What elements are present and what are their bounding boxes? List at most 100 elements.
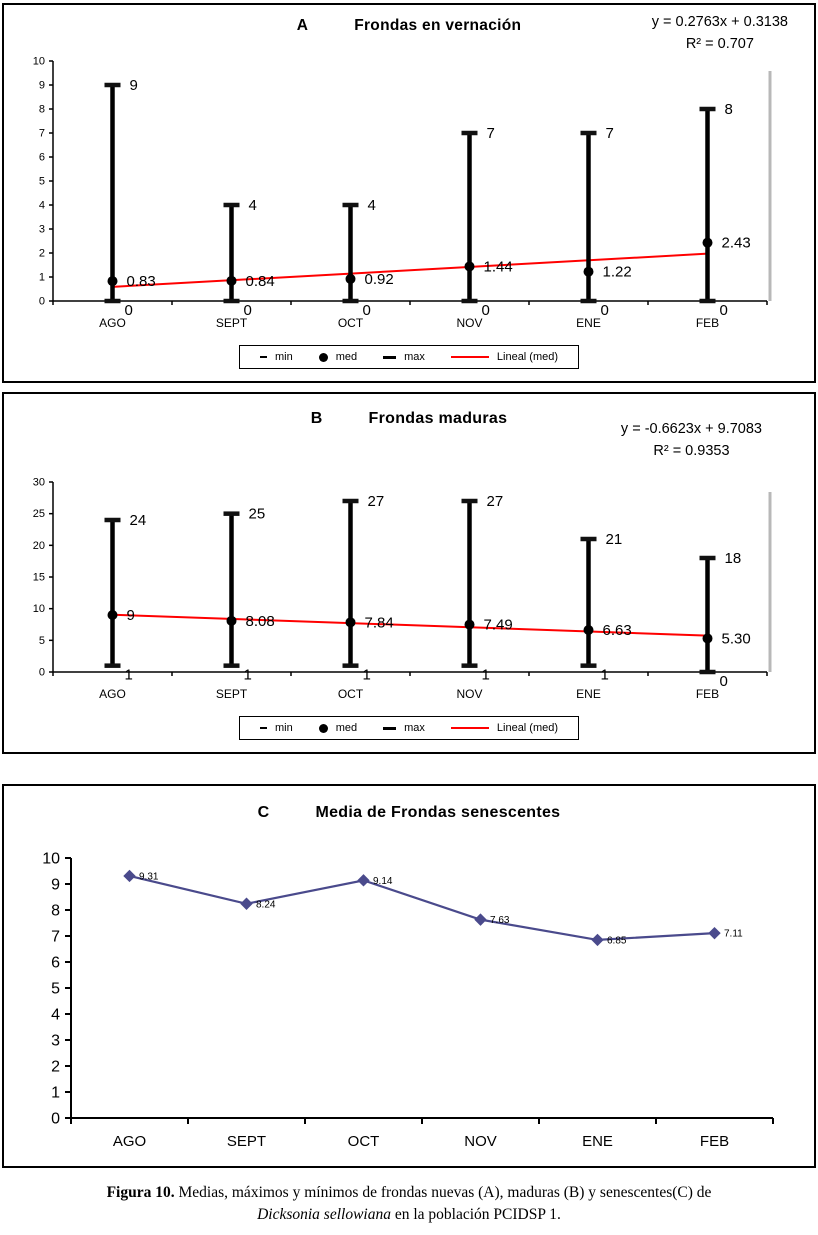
- svg-text:5: 5: [39, 635, 45, 647]
- legend-item-med-symbol: [318, 723, 328, 733]
- legend-item-max: max: [383, 351, 425, 363]
- legend-item-max: max: [383, 722, 425, 734]
- svg-text:5: 5: [39, 176, 45, 188]
- legend-item-max-label: max: [404, 722, 425, 734]
- chart-c-title: Media de Frondas senescentes: [315, 804, 561, 821]
- svg-text:30: 30: [33, 477, 45, 489]
- svg-text:4: 4: [51, 1007, 60, 1024]
- legend-item-med-symbol: [318, 352, 328, 362]
- svg-text:SEPT: SEPT: [216, 316, 248, 330]
- chart-a-trend-equation: y = 0.2763x + 0.3138: [651, 14, 788, 30]
- svg-text:15: 15: [33, 572, 45, 584]
- svg-text:0.83: 0.83: [127, 273, 156, 290]
- legend-item-med: med: [318, 722, 358, 734]
- svg-text:NOV: NOV: [456, 316, 482, 330]
- chart-panel-b: B Frondas maduras y = -0.6623x + 9.7083 R…: [2, 392, 816, 754]
- legend-item-min: min: [259, 351, 293, 363]
- svg-text:0: 0: [720, 302, 728, 319]
- chart-b-title: Frondas maduras: [368, 410, 508, 427]
- svg-text:1: 1: [39, 272, 45, 284]
- svg-text:1: 1: [363, 667, 371, 684]
- svg-text:NOV: NOV: [464, 1133, 497, 1150]
- chart-a-heading: A Frondas en vernación: [4, 17, 814, 35]
- svg-text:5: 5: [51, 981, 60, 998]
- legend-item-max-label: max: [404, 351, 425, 363]
- chart-a-header: A Frondas en vernación y = 0.2763x + 0.31…: [4, 5, 814, 53]
- svg-text:AGO: AGO: [99, 687, 126, 701]
- svg-text:1.22: 1.22: [603, 264, 632, 281]
- svg-text:1: 1: [244, 667, 252, 684]
- svg-text:0: 0: [125, 302, 133, 319]
- chart-b-trend-equation: y = -0.6623x + 9.7083: [620, 421, 762, 437]
- svg-text:1: 1: [601, 667, 609, 684]
- chart-b-legend-box: min med max Lineal (med): [238, 716, 580, 740]
- svg-text:1.44: 1.44: [484, 258, 513, 275]
- svg-text:0: 0: [482, 302, 490, 319]
- svg-text:4: 4: [368, 197, 376, 214]
- svg-text:8: 8: [39, 104, 45, 116]
- svg-text:8.24: 8.24: [256, 899, 276, 910]
- svg-text:9: 9: [51, 877, 60, 894]
- svg-text:27: 27: [487, 493, 504, 510]
- chart-a-equation-block: y = 0.2763x + 0.3138 R² = 0.707: [652, 11, 788, 56]
- svg-text:NOV: NOV: [456, 687, 482, 701]
- svg-text:SEPT: SEPT: [216, 687, 248, 701]
- legend-item-trend-symbol: [450, 356, 489, 358]
- svg-text:0: 0: [363, 302, 371, 319]
- legend-item-med: med: [318, 351, 358, 363]
- svg-text:ENE: ENE: [582, 1133, 613, 1150]
- chart-a-legend-box: min med max Lineal (med): [238, 345, 580, 369]
- chart-b-r-squared: R² = 0.9353: [653, 443, 730, 460]
- svg-text:0: 0: [601, 302, 609, 319]
- chart-c-header: C Media de Frondas senescentes: [4, 786, 814, 844]
- chart-a-plot: 0 1 2 3 4 5 6 7 8 9 10 AGO SEPT OCT NOV ENE FEB 9 0.83 0 4 0.…: [33, 56, 772, 330]
- svg-text:7.49: 7.49: [484, 617, 513, 634]
- svg-text:6.63: 6.63: [603, 622, 632, 639]
- chart-b-heading: B Frondas maduras: [4, 410, 814, 428]
- svg-text:7: 7: [39, 128, 45, 140]
- legend-item-med-label: med: [335, 722, 358, 734]
- svg-text:0: 0: [39, 667, 45, 679]
- svg-text:9: 9: [39, 80, 45, 92]
- svg-text:25: 25: [249, 506, 266, 523]
- svg-text:1: 1: [125, 667, 133, 684]
- svg-text:9.31: 9.31: [139, 871, 159, 882]
- svg-text:5.30: 5.30: [722, 630, 751, 647]
- legend-item-max-symbol: [383, 726, 397, 730]
- svg-text:AGO: AGO: [99, 316, 126, 330]
- legend-item-med-label: med: [335, 351, 358, 363]
- caption-text-line2: en la población PCIDSP 1.: [390, 1205, 561, 1223]
- svg-text:OCT: OCT: [338, 687, 364, 701]
- svg-text:7.84: 7.84: [365, 614, 394, 631]
- svg-text:9.14: 9.14: [373, 876, 393, 887]
- svg-text:9: 9: [130, 77, 138, 94]
- chart-c-heading: C Media de Frondas senescentes: [4, 804, 814, 822]
- svg-text:8.08: 8.08: [246, 613, 275, 630]
- svg-text:6.85: 6.85: [607, 935, 627, 946]
- chart-c-plot: 0 1 2 3 4 5 6 7 8 9 10 AGO SEPT OCT NOV ENE FEB 9.31 8.24 9…: [42, 851, 774, 1150]
- svg-text:FEB: FEB: [700, 1133, 729, 1150]
- svg-text:7: 7: [51, 929, 60, 946]
- legend-item-min-symbol: [259, 356, 267, 358]
- svg-text:7.11: 7.11: [724, 929, 743, 940]
- legend-item-trend: Lineal (med): [450, 722, 558, 734]
- chart-panel-c: C Media de Frondas senescentes 0 1 2 3 4 5 6 7 8 9…: [2, 784, 816, 1168]
- svg-text:1: 1: [51, 1085, 60, 1102]
- svg-text:9: 9: [127, 607, 135, 624]
- svg-text:21: 21: [606, 531, 623, 548]
- svg-text:3: 3: [39, 224, 45, 236]
- svg-text:8: 8: [725, 101, 733, 118]
- legend-item-min-label: min: [274, 351, 293, 363]
- svg-text:10: 10: [42, 851, 60, 868]
- svg-text:4: 4: [249, 197, 257, 214]
- legend-item-trend: Lineal (med): [450, 351, 559, 363]
- legend-item-trend-symbol: [450, 727, 489, 729]
- svg-text:0.84: 0.84: [246, 273, 275, 290]
- legend-item-max-symbol: [383, 355, 397, 359]
- svg-text:0: 0: [39, 296, 45, 308]
- chart-c-letter: C: [257, 804, 270, 821]
- legend-item-trend-label: Lineal (med): [496, 351, 559, 363]
- svg-text:27: 27: [368, 493, 385, 510]
